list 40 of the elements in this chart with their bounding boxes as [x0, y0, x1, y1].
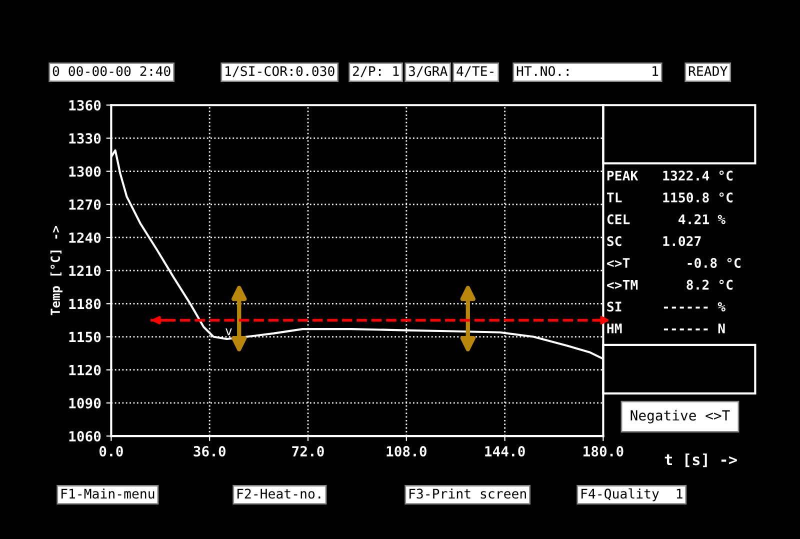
text: F1-Main-menu [62, 488, 154, 499]
text: CEL 4.21 % [607, 214, 726, 224]
text: 2/P: 1 [352, 66, 399, 78]
text: <>TM 8.2 °C [606, 280, 733, 290]
text: F3-Print screen [410, 488, 526, 499]
y-tick-label: 1300 [69, 166, 101, 177]
y-tick-label: 1240 [69, 232, 101, 243]
text: SI ------ % [607, 302, 726, 312]
y-axis-title: Temp [°C] -> [50, 226, 62, 316]
y-tick-label: 1060 [69, 431, 101, 442]
x-tick-label: 180.0 [584, 446, 624, 457]
text: F2-Heat-no. [238, 488, 320, 499]
y-tick-label: 1270 [69, 199, 101, 210]
y-tick-label: 1120 [69, 364, 101, 376]
text: 0 00-00-00 2:40 [52, 66, 170, 76]
text: Negative <>T [630, 410, 730, 424]
x-tick-label: 108.0 [386, 446, 426, 457]
y-tick-label: 1180 [69, 298, 101, 310]
text: 3/GRA [408, 66, 448, 78]
y-tick-label: 1210 [69, 266, 101, 276]
y-tick-label: 1360 [69, 100, 101, 111]
text: PEAK 1322.4 °C [607, 170, 733, 181]
text: F4-Quality 1 [582, 488, 682, 502]
x-axis-title: t [s] -> [664, 453, 737, 468]
y-tick-label: 1150 [69, 332, 101, 342]
text: 4/TE- [456, 66, 494, 78]
y-tick-label: 1330 [69, 133, 101, 144]
x-tick-label: 144.0 [485, 446, 525, 457]
text: HM ------ N [607, 324, 725, 334]
text: TL 1150.8 °C [606, 192, 733, 202]
text: HT.NO.: 1 [516, 66, 658, 76]
x-tick-label: 36.0 [194, 446, 226, 457]
text: SC 1.027 [607, 236, 701, 246]
x-tick-label: 72.0 [292, 446, 324, 457]
y-tick-label: 1090 [69, 398, 101, 408]
annotation: v [226, 328, 232, 336]
x-tick-label: 0.0 [99, 446, 123, 457]
text: READY [688, 66, 728, 76]
text: <>T -0.8 °C [606, 258, 740, 268]
text: 1/SI-COR:0.030 [226, 66, 334, 78]
